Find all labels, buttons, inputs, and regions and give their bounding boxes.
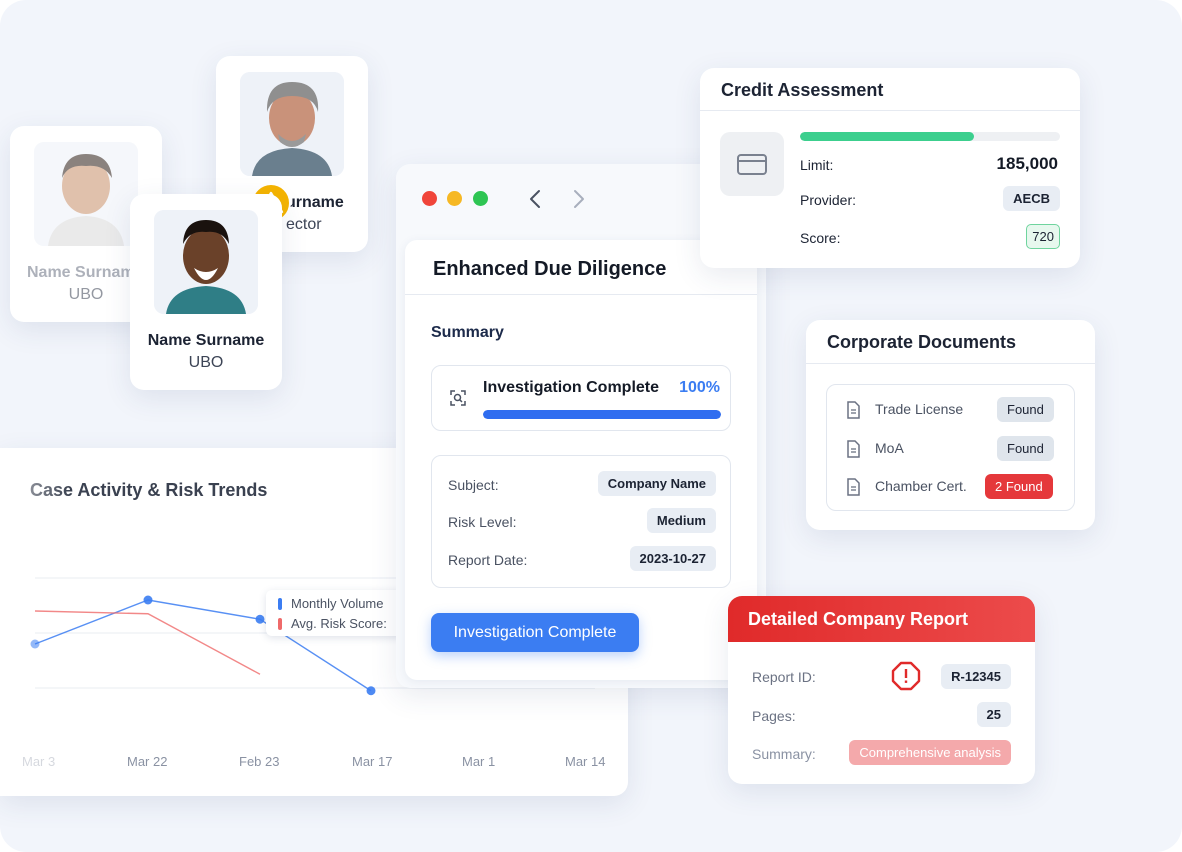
avatar [34,142,138,246]
person-name: urname [286,194,344,211]
document-status-badge: Found [997,397,1054,422]
person-avatar-icon [154,210,258,314]
score-label: Score: [800,230,841,246]
avatar [240,72,344,176]
report-title: Detailed Company Report [748,609,969,629]
data-point-monthly-volume[interactable] [366,686,376,696]
window-close-button[interactable] [422,191,437,206]
divider [806,363,1095,364]
person-avatar-icon [240,72,344,176]
provider-value: AECB [1003,186,1060,211]
data-point-monthly-volume[interactable] [143,595,153,605]
x-tick-label: Mar 22 [127,754,168,769]
x-tick-label: Mar 3 [22,754,56,769]
list-item[interactable]: MoA Found [845,436,1059,462]
legend-swatch-risk [278,618,282,630]
document-label: Chamber Cert. [875,478,967,494]
summary-value: Comprehensive analysis [849,740,1011,765]
chart-title: Case Activity & Risk Trends [30,480,268,500]
window-minimize-button[interactable] [447,191,462,206]
risk-level-value: Medium [646,508,716,533]
x-tick-label: Mar 17 [352,754,393,769]
chart-legend: Monthly Volume Avg. Risk Score: [266,590,416,636]
person-avatar-icon [34,142,138,246]
provider-label: Provider: [800,192,857,208]
investigation-progress-fill [483,410,721,419]
legend-swatch-volume [278,598,282,610]
pages-label: Pages: [752,708,796,724]
document-icon [845,478,861,501]
edd-title: Enhanced Due Diligence [433,258,667,280]
investigation-complete-button[interactable]: Investigation Complete [431,613,639,652]
person-role: ector [286,216,322,233]
investigation-title: Investigation Complete [483,379,660,396]
report-date-label: Report Date: [448,552,528,568]
chart-title-fade [0,468,70,518]
list-item[interactable]: Chamber Cert. 2 Found [845,474,1059,500]
window-maximize-button[interactable] [473,191,488,206]
documents-title: Corporate Documents [827,332,1017,352]
details-box: Subject: Company Name Risk Level: Medium… [431,455,731,588]
document-status-badge: 2 Found [985,474,1053,499]
scan-search-icon [448,388,468,413]
forward-arrow-icon[interactable] [572,188,586,215]
legend-label-volume: Monthly Volume [291,596,384,611]
subject-label: Subject: [448,477,499,493]
risk-level-label: Risk Level: [448,514,517,530]
back-arrow-icon[interactable] [528,188,542,215]
x-tick-label: Mar 1 [462,754,496,769]
alert-octagon-icon [891,661,921,696]
list-item[interactable]: Trade License Found [845,397,1059,423]
document-status-badge: Found [997,436,1054,461]
subject-value: Company Name [597,471,716,496]
person-name: Name Surname [147,332,265,349]
edd-panel: Enhanced Due Diligence Summary Investiga… [405,240,757,680]
summary-label: Summary: [752,746,816,762]
investigation-status-box: Investigation Complete 100% [431,365,731,431]
credit-assessment-card: Credit Assessment Limit: 185,000 Provide… [700,68,1080,268]
report-date-value: 2023-10-27 [629,546,716,571]
document-label: Trade License [875,401,964,417]
divider [700,110,1080,111]
person-name: Name Surname [27,264,144,281]
investigation-percent: 100% [679,379,720,396]
report-id-value: R-12345 [941,664,1011,689]
avatar [154,210,258,314]
score-value: 720 [1026,224,1060,249]
series-line-monthly-volume [34,599,372,692]
series-line-avg-risk-score [34,610,261,675]
report-header [728,596,1035,642]
document-icon [845,440,861,463]
document-label: MoA [875,440,904,456]
summary-heading: Summary [431,324,504,341]
document-icon [845,401,861,424]
pages-value: 25 [976,702,1011,727]
legend-label-risk: Avg. Risk Score: [291,616,387,631]
credit-card-icon [720,132,784,196]
limit-value: 185,000 [996,154,1058,173]
person-card-ubo-front[interactable]: Name Surname UBO [130,194,282,390]
credit-progress-fill [800,132,975,141]
investigation-progress-track [483,410,721,419]
data-point-monthly-volume[interactable] [255,614,265,624]
x-tick-label: Mar 14 [565,754,606,769]
report-id-label: Report ID: [752,669,816,685]
company-report-card: Detailed Company Report Report ID: R-123… [728,596,1035,784]
credit-title: Credit Assessment [721,80,884,100]
documents-list: Trade License Found MoA Found Chamber Ce… [826,384,1075,511]
browser-window: Enhanced Due Diligence Summary Investiga… [396,164,766,688]
x-tick-label: Feb 23 [239,754,280,769]
corporate-documents-card: Corporate Documents Trade License Found … [806,320,1095,530]
credit-progress-track [800,132,1060,141]
data-point-monthly-volume[interactable] [30,639,40,649]
chart-plot [30,577,595,696]
person-role: UBO [68,286,104,303]
limit-label: Limit: [800,157,834,173]
person-role: UBO [188,354,224,371]
divider [405,294,757,295]
